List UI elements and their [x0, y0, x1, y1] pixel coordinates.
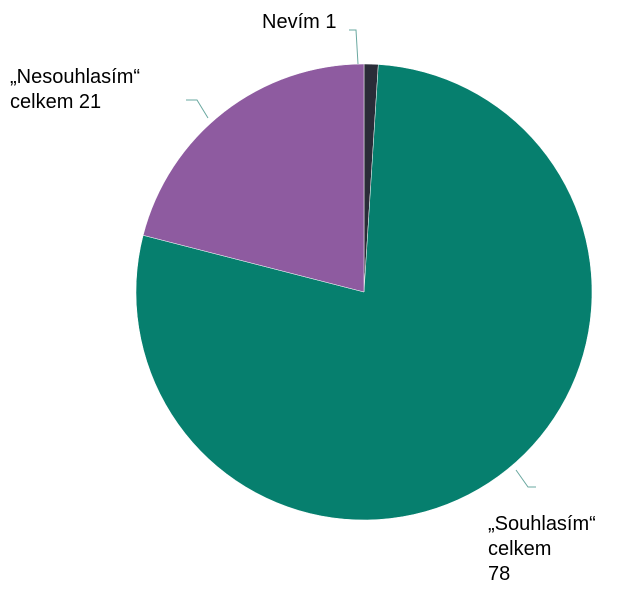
slice-label-nevim-line-1: Nevím 1: [262, 11, 337, 33]
slice-nesouhlasim: [142, 63, 365, 293]
leader-line-nevim: [349, 29, 359, 65]
slice-label-souhlasim-line-1: „Souhlasím“: [488, 513, 596, 535]
leader-line-souhlasim: [515, 469, 536, 488]
slice-label-nesouhlasim-line-2: celkem 21: [10, 91, 102, 113]
slice-label-nevim: Nevím 1: [262, 10, 336, 35]
leader-line-nesouhlasim: [186, 99, 209, 119]
slice-label-nesouhlasim: „Nesouhlasím“ celkem 21: [10, 65, 140, 115]
slice-label-souhlasim-line-3: 78: [488, 563, 511, 585]
slice-label-nesouhlasim-line-1: „Nesouhlasím“: [10, 66, 141, 88]
slice-label-souhlasim: „Souhlasím“ celkem 78: [488, 512, 596, 587]
slice-label-souhlasim-line-2: celkem: [488, 538, 552, 560]
